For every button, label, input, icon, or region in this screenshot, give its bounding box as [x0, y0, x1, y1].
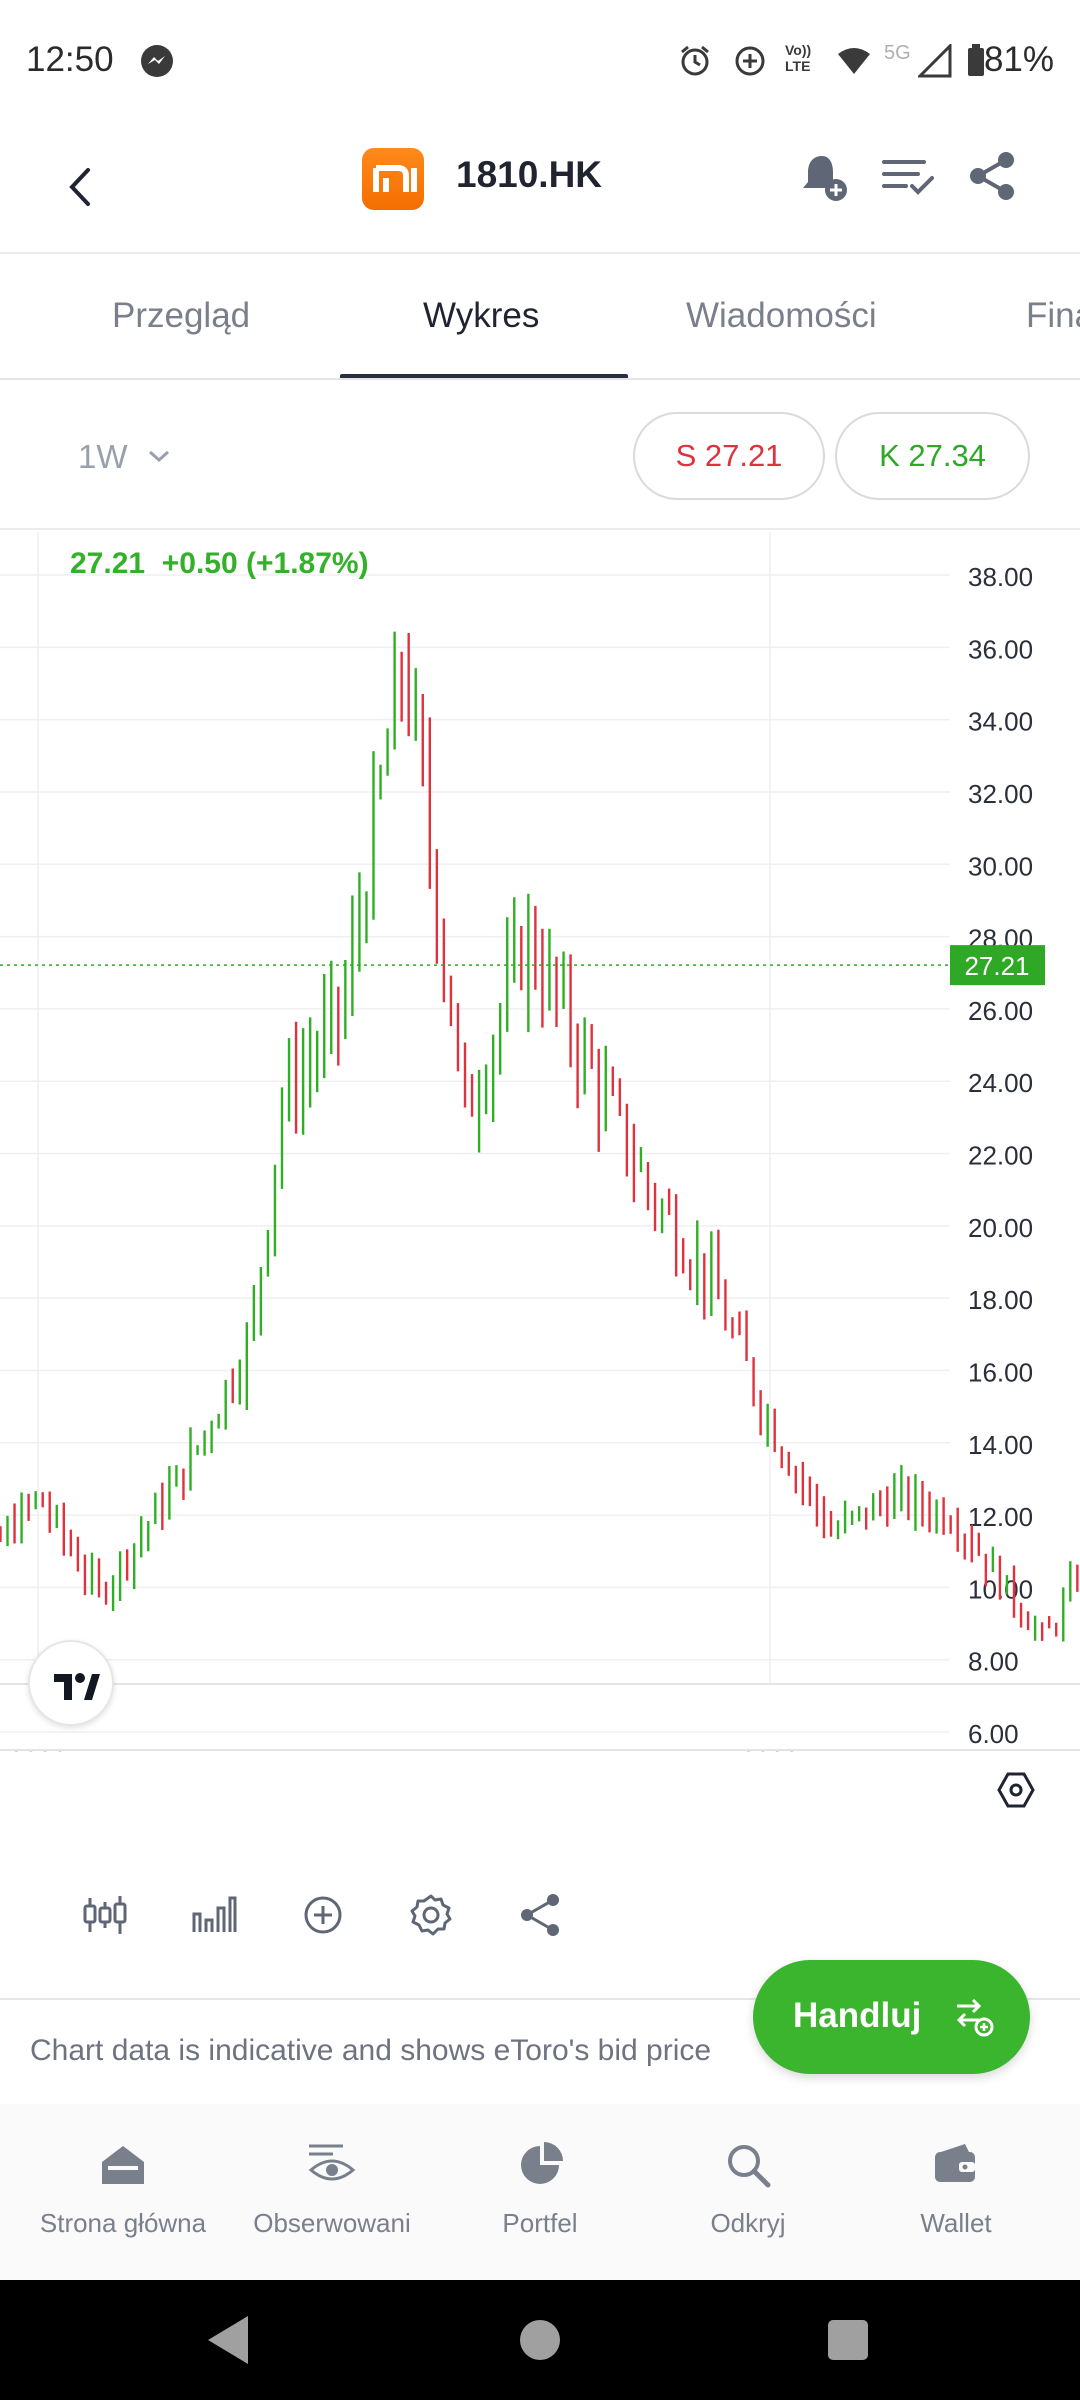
y-tick-label: 26.00 — [968, 996, 1033, 1026]
status-bar: 12:50 Vo)) LTE 5G 81% — [0, 0, 1080, 120]
active-tab-indicator — [340, 374, 628, 378]
nav-portfolio[interactable]: Portfel — [432, 2104, 648, 2280]
instrument-title: 1810.HK — [456, 154, 603, 195]
share-icon — [970, 152, 1014, 200]
network-type: 5G — [884, 42, 911, 64]
period-selector[interactable]: 1W — [78, 438, 128, 475]
trade-button-label: Handluj — [793, 1996, 922, 2035]
tab-bar: Przegląd Wykres Wiadomości Fina — [0, 256, 1080, 380]
nav-watchlist[interactable]: Obserwowani — [224, 2104, 440, 2280]
settings-button[interactable] — [406, 1890, 456, 1940]
y-tick-label: 36.00 — [968, 634, 1033, 664]
home-icon — [102, 2146, 144, 2184]
tab-overview[interactable]: Przegląd — [112, 296, 251, 335]
nav-discover[interactable]: Odkryj — [640, 2104, 856, 2280]
status-time: 12:50 — [26, 40, 114, 79]
sell-price-button[interactable]: S 27.21 — [633, 412, 825, 500]
tradingview-logo[interactable] — [28, 1640, 114, 1726]
watchlist-button[interactable] — [880, 150, 936, 207]
price-chart[interactable]: 38.00 36.00 34.00 32.00 30.00 28.00 26.00 24.00… — [0, 532, 1080, 1808]
tab-financials[interactable]: Fina — [1026, 296, 1080, 335]
buy-price-button[interactable]: K 27.34 — [835, 412, 1030, 500]
quote-price: 27.21 — [70, 547, 146, 580]
y-tick-label: 34.00 — [968, 707, 1033, 737]
wallet-icon — [935, 2144, 975, 2182]
app-header: 1810.HK — [0, 120, 1080, 254]
y-tick-label: 6.00 — [968, 1719, 1019, 1749]
tab-chart[interactable]: Wykres — [423, 296, 540, 335]
last-price-tag — [950, 945, 1045, 986]
tab-news[interactable]: Wiadomości — [686, 296, 877, 335]
chart-controls: 1W S 27.21 K 27.34 — [0, 382, 1080, 530]
candles-icon — [83, 1896, 127, 1934]
back-button[interactable] — [50, 152, 110, 222]
y-tick-label: 20.00 — [968, 1213, 1033, 1243]
watchlist-eye-icon — [308, 2144, 356, 2181]
y-tick-label: 38.00 — [968, 562, 1033, 592]
y-tick-label: 12.00 — [968, 1502, 1033, 1532]
portfolio-pie-icon — [521, 2142, 563, 2184]
nav-home[interactable]: Strona główna — [15, 2104, 231, 2280]
tradingview-icon — [54, 1673, 100, 1700]
signal-icon — [916, 42, 952, 83]
volte-icon: Vo)) LTE — [785, 42, 812, 74]
y-tick-label: 24.00 — [968, 1068, 1033, 1098]
chart-layout-button[interactable] — [996, 1770, 1036, 1815]
chart-toolbar — [0, 1820, 1080, 2000]
system-back-icon[interactable] — [208, 2316, 248, 2364]
battery-level: 81% — [983, 40, 1054, 79]
y-tick-label: 14.00 — [968, 1430, 1033, 1460]
y-tick-label: 30.00 — [968, 851, 1033, 881]
nav-wallet[interactable]: Wallet — [848, 2104, 1064, 2280]
chart-share-button[interactable] — [515, 1890, 565, 1940]
chart-canvas[interactable]: 38.0036.0034.0032.0030.0028.0026.0024.00… — [0, 532, 1080, 1752]
settings-icon — [410, 1894, 452, 1936]
add-button[interactable] — [298, 1890, 348, 1940]
y-tick-label: 32.00 — [968, 779, 1033, 809]
system-home-icon[interactable] — [520, 2320, 560, 2360]
hexagon-settings-icon — [997, 1772, 1035, 1808]
share-button[interactable] — [966, 150, 1018, 207]
back-icon — [69, 168, 90, 206]
nav-watchlist-label: Obserwowani — [253, 2208, 411, 2238]
bottom-nav: Strona główna Obserwowani Portfel Odkryj… — [0, 2104, 1080, 2280]
add-icon — [304, 1896, 342, 1934]
nav-portfolio-label: Portfel — [502, 2208, 578, 2238]
instrument-logo — [362, 148, 424, 210]
price-alert-icon — [803, 156, 847, 201]
last-price-label: 27.21 — [964, 951, 1029, 981]
system-recents-icon[interactable] — [828, 2320, 868, 2360]
messenger-icon — [140, 44, 174, 83]
chevron-down-icon — [146, 438, 172, 479]
system-nav-bar — [0, 2280, 1080, 2400]
wifi-icon — [836, 44, 872, 83]
quote-change: +0.50 (+1.87%) — [161, 547, 369, 580]
share-icon — [521, 1894, 559, 1936]
candles-button[interactable] — [80, 1890, 130, 1940]
trade-button[interactable]: Handluj — [753, 1960, 1030, 2074]
y-tick-label: 16.00 — [968, 1357, 1033, 1387]
discover-search-icon — [728, 2145, 771, 2188]
alarm-icon — [678, 44, 712, 83]
indicators-button[interactable] — [188, 1890, 238, 1940]
nav-home-label: Strona główna — [39, 2208, 207, 2238]
trade-icon — [951, 1994, 995, 2047]
y-tick-label: 22.00 — [968, 1141, 1033, 1171]
y-tick-label: 18.00 — [968, 1285, 1033, 1315]
data-saver-icon — [733, 44, 767, 83]
nav-discover-label: Odkryj — [710, 2208, 786, 2238]
battery-icon — [966, 44, 986, 83]
watchlist-icon — [882, 160, 934, 195]
y-tick-label: 8.00 — [968, 1647, 1019, 1677]
price-alert-button[interactable] — [798, 150, 850, 207]
quote-readout: 27.21 +0.50 (+1.87%) — [70, 547, 369, 581]
indicators-icon — [192, 1896, 237, 1932]
nav-wallet-label: Wallet — [920, 2208, 992, 2238]
chart-disclaimer: Chart data is indicative and shows eToro… — [30, 2034, 712, 2067]
